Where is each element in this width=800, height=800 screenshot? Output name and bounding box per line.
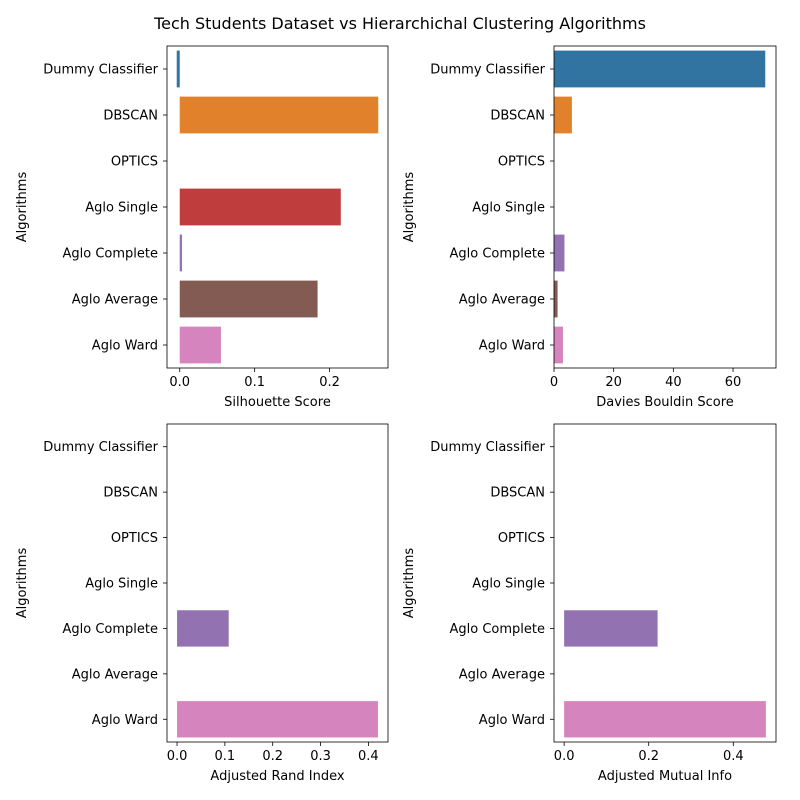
bar-aglo-complete (177, 610, 229, 647)
x-tick-label: 0.4 (723, 749, 744, 764)
x-tick-label: 60 (725, 375, 742, 390)
bar-aglo-ward (554, 326, 563, 364)
axes-frame (166, 423, 389, 743)
y-tick-label: DBSCAN (103, 486, 158, 501)
y-axis-label: Algorithms (15, 172, 30, 243)
y-tick-label: Aglo Single (472, 577, 545, 592)
x-tick-label: 0.3 (310, 749, 331, 764)
y-tick-label: Aglo Single (472, 201, 545, 216)
y-tick-label: Aglo Single (85, 201, 158, 216)
axes-frame (166, 45, 389, 369)
y-tick-label: Aglo Average (459, 293, 545, 308)
bar-aglo-ward (179, 326, 221, 364)
y-tick-label: Aglo Complete (450, 622, 546, 637)
y-tick-label: OPTICS (111, 531, 158, 546)
x-tick-label: 0.1 (215, 749, 236, 764)
y-tick-label: DBSCAN (490, 486, 545, 501)
bar-dummy-classifier (554, 50, 766, 88)
bar-dbscan (554, 96, 572, 134)
y-tick-label: Aglo Ward (479, 339, 545, 354)
bar-aglo-complete (554, 234, 565, 272)
bar-aglo-complete (179, 234, 182, 272)
y-tick-label: Dummy Classifier (430, 440, 545, 455)
y-tick-label: Dummy Classifier (43, 440, 158, 455)
axes-frame (553, 423, 777, 743)
y-tick-label: DBSCAN (490, 109, 545, 124)
y-tick-label: Aglo Complete (63, 622, 159, 637)
y-tick-label: Aglo Average (72, 293, 158, 308)
y-tick-label: Aglo Ward (479, 713, 545, 728)
x-tick-label: 0.0 (167, 749, 188, 764)
bar-aglo-single (179, 188, 341, 226)
y-tick-label: Aglo Complete (63, 247, 159, 262)
x-tick-label: 40 (665, 375, 682, 390)
x-tick-label: 0.2 (319, 375, 340, 390)
y-axis-label: Algorithms (402, 172, 417, 243)
figure-title: Tech Students Dataset vs Hierarchichal C… (154, 14, 646, 33)
x-tick-label: 0.0 (554, 749, 575, 764)
axes-frame (553, 45, 777, 369)
chart-panel-2: Dummy Classifier DBSCAN OPTICS Aglo Single A… (402, 45, 777, 410)
y-tick-label: OPTICS (498, 531, 545, 546)
y-tick-label: Aglo Ward (92, 339, 158, 354)
y-tick-label: Aglo Ward (92, 713, 158, 728)
bar-aglo-average (179, 280, 318, 318)
y-tick-label: Aglo Average (72, 667, 158, 682)
bar-aglo-average (554, 280, 558, 318)
x-axis-label: Adjusted Mutual Info (598, 769, 732, 784)
x-tick-label: 0.0 (169, 375, 190, 390)
x-tick-label: 0.2 (262, 749, 283, 764)
bar-dbscan (179, 96, 379, 134)
x-tick-label: 0.1 (244, 375, 265, 390)
y-tick-label: Dummy Classifier (43, 63, 158, 78)
bar-dummy-classifier (176, 50, 180, 88)
x-axis-label: Silhouette Score (224, 395, 331, 410)
x-tick-label: 0 (550, 375, 558, 390)
y-tick-label: Dummy Classifier (430, 63, 545, 78)
y-axis-label: Algorithms (15, 548, 30, 619)
bar-aglo-complete (564, 610, 658, 647)
chart-panel-4: Dummy Classifier DBSCAN OPTICS Aglo Single A… (402, 423, 777, 784)
x-tick-label: 0.4 (358, 749, 379, 764)
chart-panel-1: Dummy Classifier DBSCAN OPTICS Aglo Single A… (15, 45, 389, 410)
bar-aglo-ward (564, 701, 766, 738)
y-tick-label: OPTICS (111, 155, 158, 170)
y-tick-label: Aglo Single (85, 577, 158, 592)
x-tick-label: 20 (605, 375, 622, 390)
y-tick-label: Aglo Complete (450, 247, 546, 262)
chart-panel-3: Dummy Classifier DBSCAN OPTICS Aglo Single A… (15, 423, 389, 784)
y-axis-label: Algorithms (402, 548, 417, 619)
y-tick-label: OPTICS (498, 155, 545, 170)
x-axis-label: Adjusted Rand Index (210, 769, 344, 784)
y-tick-label: Aglo Average (459, 667, 545, 682)
y-tick-label: DBSCAN (103, 109, 158, 124)
x-tick-label: 0.2 (638, 749, 659, 764)
x-axis-label: Davies Bouldin Score (596, 395, 734, 410)
bar-aglo-ward (177, 701, 378, 738)
